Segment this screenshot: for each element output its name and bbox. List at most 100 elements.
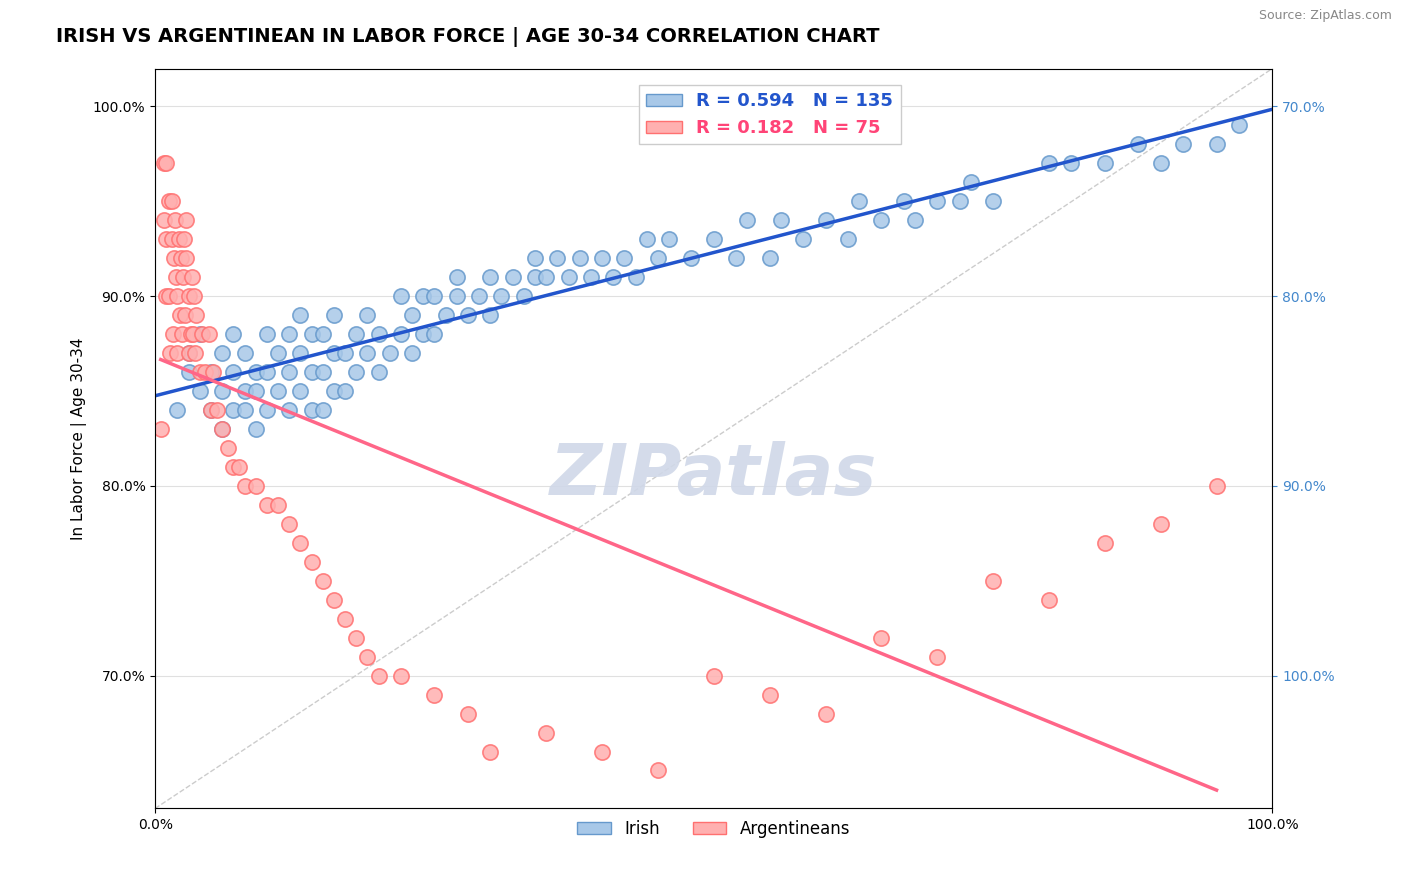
Point — [1038, 156, 1060, 170]
Point — [1060, 156, 1083, 170]
Point — [165, 213, 187, 227]
Point — [681, 252, 703, 266]
Point — [188, 384, 211, 398]
Point — [479, 270, 502, 285]
Point — [546, 252, 568, 266]
Point — [301, 327, 323, 342]
Point — [981, 194, 1004, 209]
Point — [170, 327, 193, 342]
Point — [814, 213, 837, 227]
Point — [155, 289, 177, 303]
Point — [197, 327, 219, 342]
Point — [893, 194, 915, 209]
Point — [412, 327, 434, 342]
Point — [423, 289, 446, 303]
Point — [177, 365, 200, 379]
Point — [183, 289, 205, 303]
Point — [613, 252, 636, 266]
Point — [636, 232, 658, 246]
Point — [312, 574, 335, 588]
Legend: Irish, Argentineans: Irish, Argentineans — [571, 814, 856, 845]
Point — [172, 270, 194, 285]
Point — [367, 668, 389, 682]
Point — [904, 213, 927, 227]
Point — [301, 403, 323, 417]
Point — [159, 346, 181, 360]
Point — [1094, 156, 1116, 170]
Point — [1150, 516, 1173, 531]
Point — [792, 232, 814, 246]
Point — [322, 346, 344, 360]
Point — [180, 327, 202, 342]
Point — [423, 327, 446, 342]
Point — [278, 516, 301, 531]
Point — [1150, 156, 1173, 170]
Point — [981, 574, 1004, 588]
Point — [163, 252, 186, 266]
Point — [191, 327, 214, 342]
Point — [233, 384, 256, 398]
Point — [412, 289, 434, 303]
Point — [959, 175, 981, 189]
Point — [1128, 137, 1150, 152]
Point — [290, 536, 312, 550]
Point — [333, 346, 356, 360]
Point — [389, 327, 412, 342]
Point — [1171, 137, 1194, 152]
Point — [344, 365, 367, 379]
Point — [211, 422, 233, 436]
Point — [322, 592, 344, 607]
Point — [186, 308, 208, 322]
Point — [222, 403, 245, 417]
Point — [312, 365, 335, 379]
Point — [177, 346, 200, 360]
Y-axis label: In Labor Force | Age 30-34: In Labor Force | Age 30-34 — [72, 337, 87, 540]
Point — [267, 498, 290, 512]
Point — [814, 706, 837, 721]
Point — [176, 213, 198, 227]
Point — [647, 764, 669, 778]
Point — [162, 327, 184, 342]
Point — [256, 403, 278, 417]
Point — [167, 232, 190, 246]
Point — [568, 252, 591, 266]
Point — [267, 346, 290, 360]
Point — [233, 403, 256, 417]
Point — [557, 270, 579, 285]
Point — [205, 403, 228, 417]
Point — [155, 156, 177, 170]
Point — [290, 308, 312, 322]
Point — [160, 232, 183, 246]
Point — [211, 346, 233, 360]
Point — [333, 612, 356, 626]
Point — [149, 422, 172, 436]
Point — [200, 403, 222, 417]
Point — [468, 289, 491, 303]
Point — [200, 403, 222, 417]
Point — [758, 252, 780, 266]
Point — [378, 346, 401, 360]
Point — [217, 441, 239, 455]
Point — [479, 308, 502, 322]
Point — [1205, 479, 1227, 493]
Point — [356, 649, 378, 664]
Point — [870, 213, 893, 227]
Point — [769, 213, 792, 227]
Point — [401, 308, 423, 322]
Point — [344, 631, 367, 645]
Point — [245, 422, 267, 436]
Point — [153, 156, 176, 170]
Point — [256, 498, 278, 512]
Point — [591, 745, 613, 759]
Point — [211, 422, 233, 436]
Point — [222, 327, 245, 342]
Point — [703, 668, 725, 682]
Point — [278, 403, 301, 417]
Point — [194, 365, 217, 379]
Point — [446, 289, 468, 303]
Point — [524, 252, 547, 266]
Point — [177, 346, 200, 360]
Point — [602, 270, 624, 285]
Point — [725, 252, 748, 266]
Point — [927, 194, 949, 209]
